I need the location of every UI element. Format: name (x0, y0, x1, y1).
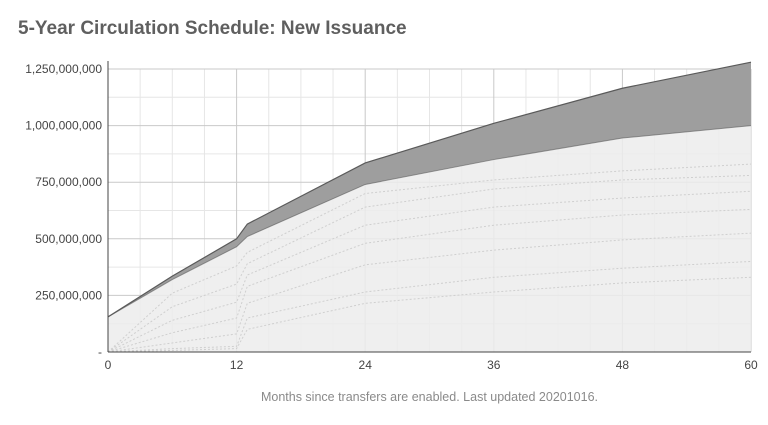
chart-title: 5-Year Circulation Schedule: New Issuanc… (18, 18, 407, 39)
band-line (107, 208, 752, 353)
y-tick-label: 750,000,000 (35, 175, 102, 189)
band-line (107, 232, 752, 353)
chart-caption: Months since transfers are enabled. Last… (260, 390, 599, 404)
series-base-line (107, 125, 752, 318)
x-tick-label: 24 (359, 358, 373, 372)
area-series-base (108, 125, 751, 352)
x-tick-label: 60 (744, 358, 758, 372)
area-series-new-issuance (108, 62, 751, 317)
x-tick-label: 36 (487, 358, 501, 372)
x-tick-label: 48 (616, 358, 630, 372)
y-tick-label: 1,000,000,000 (25, 119, 102, 133)
y-tick-label: 500,000,000 (35, 232, 102, 246)
x-tick-label: 12 (230, 358, 244, 372)
y-tick-label: 1,250,000,000 (25, 62, 102, 76)
band-line (107, 260, 752, 353)
band-line (107, 163, 752, 353)
y-tick-label: 250,000,000 (35, 288, 102, 302)
band-line (107, 190, 752, 353)
band-line (107, 174, 752, 353)
x-tick-label: 0 (105, 358, 112, 372)
series-total-line (107, 61, 752, 318)
y-tick-label: - (98, 345, 102, 359)
